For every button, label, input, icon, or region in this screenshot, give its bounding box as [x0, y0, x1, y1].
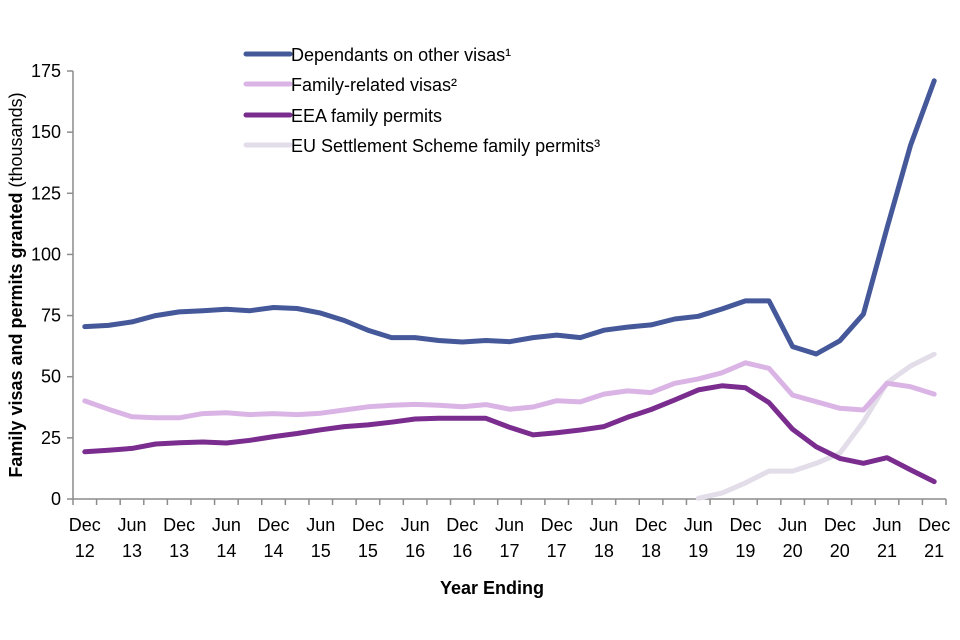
series-lines [82, 78, 937, 501]
x-tick-label-month: Jun [684, 515, 713, 535]
x-tick-label-year: 18 [594, 541, 614, 561]
x-tick-label-year: 20 [783, 541, 803, 561]
x-tick-label-month: Jun [117, 515, 146, 535]
y-tick-label: 50 [41, 367, 61, 387]
legend: Dependants on other visas¹ Family-related… [243, 45, 600, 156]
x-tick-label-year: 13 [169, 541, 189, 561]
y-axis-title: Family visas and permits granted (thousa… [6, 92, 26, 477]
y-tick-label: 125 [31, 183, 61, 203]
y-tick-label: 75 [41, 306, 61, 326]
x-tick-label-year: 18 [641, 541, 661, 561]
x-tick-label-year: 21 [877, 541, 897, 561]
legend-item: Dependants on other visas¹ [243, 45, 511, 65]
axes: 0 25 50 75 100 125 150 175 Dec 12 Jun 13 Dec 13 Jun 14… [31, 61, 950, 561]
x-tick-label-year: 17 [547, 541, 567, 561]
x-tick-label-year: 17 [499, 541, 519, 561]
y-axis-title-main: Family visas and permits granted [6, 192, 26, 477]
legend-label: EU Settlement Scheme family permits³ [291, 136, 600, 156]
y-axis-title-units: (thousands) [6, 92, 26, 192]
y-tick-label: 100 [31, 244, 61, 264]
y-ticks: 0 25 50 75 100 125 150 175 [31, 61, 73, 509]
x-tick-label-year: 16 [452, 541, 472, 561]
x-tick-label-month: Dec [258, 515, 290, 535]
legend-label: Dependants on other visas¹ [291, 45, 511, 65]
x-tick-label-month: Dec [635, 515, 667, 535]
series-line-eea-family-permits [82, 383, 937, 485]
x-ticks: Dec 12 Jun 13 Dec 13 Jun 14 Dec 14 Jun 15 Dec 15 Jun 16… [69, 499, 950, 561]
legend-item: Family-related visas² [243, 75, 457, 95]
x-tick-label-year: 20 [830, 541, 850, 561]
legend-item: EU Settlement Scheme family permits³ [243, 136, 600, 156]
y-tick-label: 150 [31, 122, 61, 142]
x-tick-label-month: Jun [306, 515, 335, 535]
x-tick-label-year: 21 [924, 541, 944, 561]
legend-label: Family-related visas² [291, 75, 457, 95]
x-axis-title: Year Ending [440, 578, 544, 598]
y-tick-label: 175 [31, 61, 61, 81]
x-tick-label-month: Dec [729, 515, 761, 535]
x-tick-label-month: Jun [589, 515, 618, 535]
x-tick-label-year: 14 [216, 541, 236, 561]
y-tick-label: 0 [51, 489, 61, 509]
x-tick-label-year: 15 [358, 541, 378, 561]
x-tick-label-year: 19 [688, 541, 708, 561]
x-tick-label-month: Dec [541, 515, 573, 535]
x-tick-label-month: Dec [352, 515, 384, 535]
y-tick-label: 25 [41, 428, 61, 448]
x-tick-label-month: Dec [918, 515, 950, 535]
x-tick-label-year: 12 [75, 541, 95, 561]
x-tick-label-month: Jun [495, 515, 524, 535]
x-tick-label-month: Dec [446, 515, 478, 535]
x-tick-label-month: Jun [401, 515, 430, 535]
x-tick-label-year: 13 [122, 541, 142, 561]
x-tick-label-month: Jun [872, 515, 901, 535]
x-tick-label-month: Dec [163, 515, 195, 535]
x-tick-label-month: Dec [69, 515, 101, 535]
x-tick-label-month: Jun [212, 515, 241, 535]
x-tick-label-year: 15 [311, 541, 331, 561]
series-line-eu-settlement-scheme-family-permits [695, 351, 937, 501]
x-tick-label-year: 14 [264, 541, 284, 561]
series-line-family-related-visas [82, 360, 937, 421]
series-line-dependants-on-other-visas [82, 78, 937, 357]
x-tick-label-month: Jun [778, 515, 807, 535]
x-tick-label-month: Dec [824, 515, 856, 535]
legend-item: EEA family permits [243, 106, 442, 126]
legend-label: EEA family permits [291, 106, 442, 126]
x-tick-label-year: 16 [405, 541, 425, 561]
x-tick-label-year: 19 [735, 541, 755, 561]
